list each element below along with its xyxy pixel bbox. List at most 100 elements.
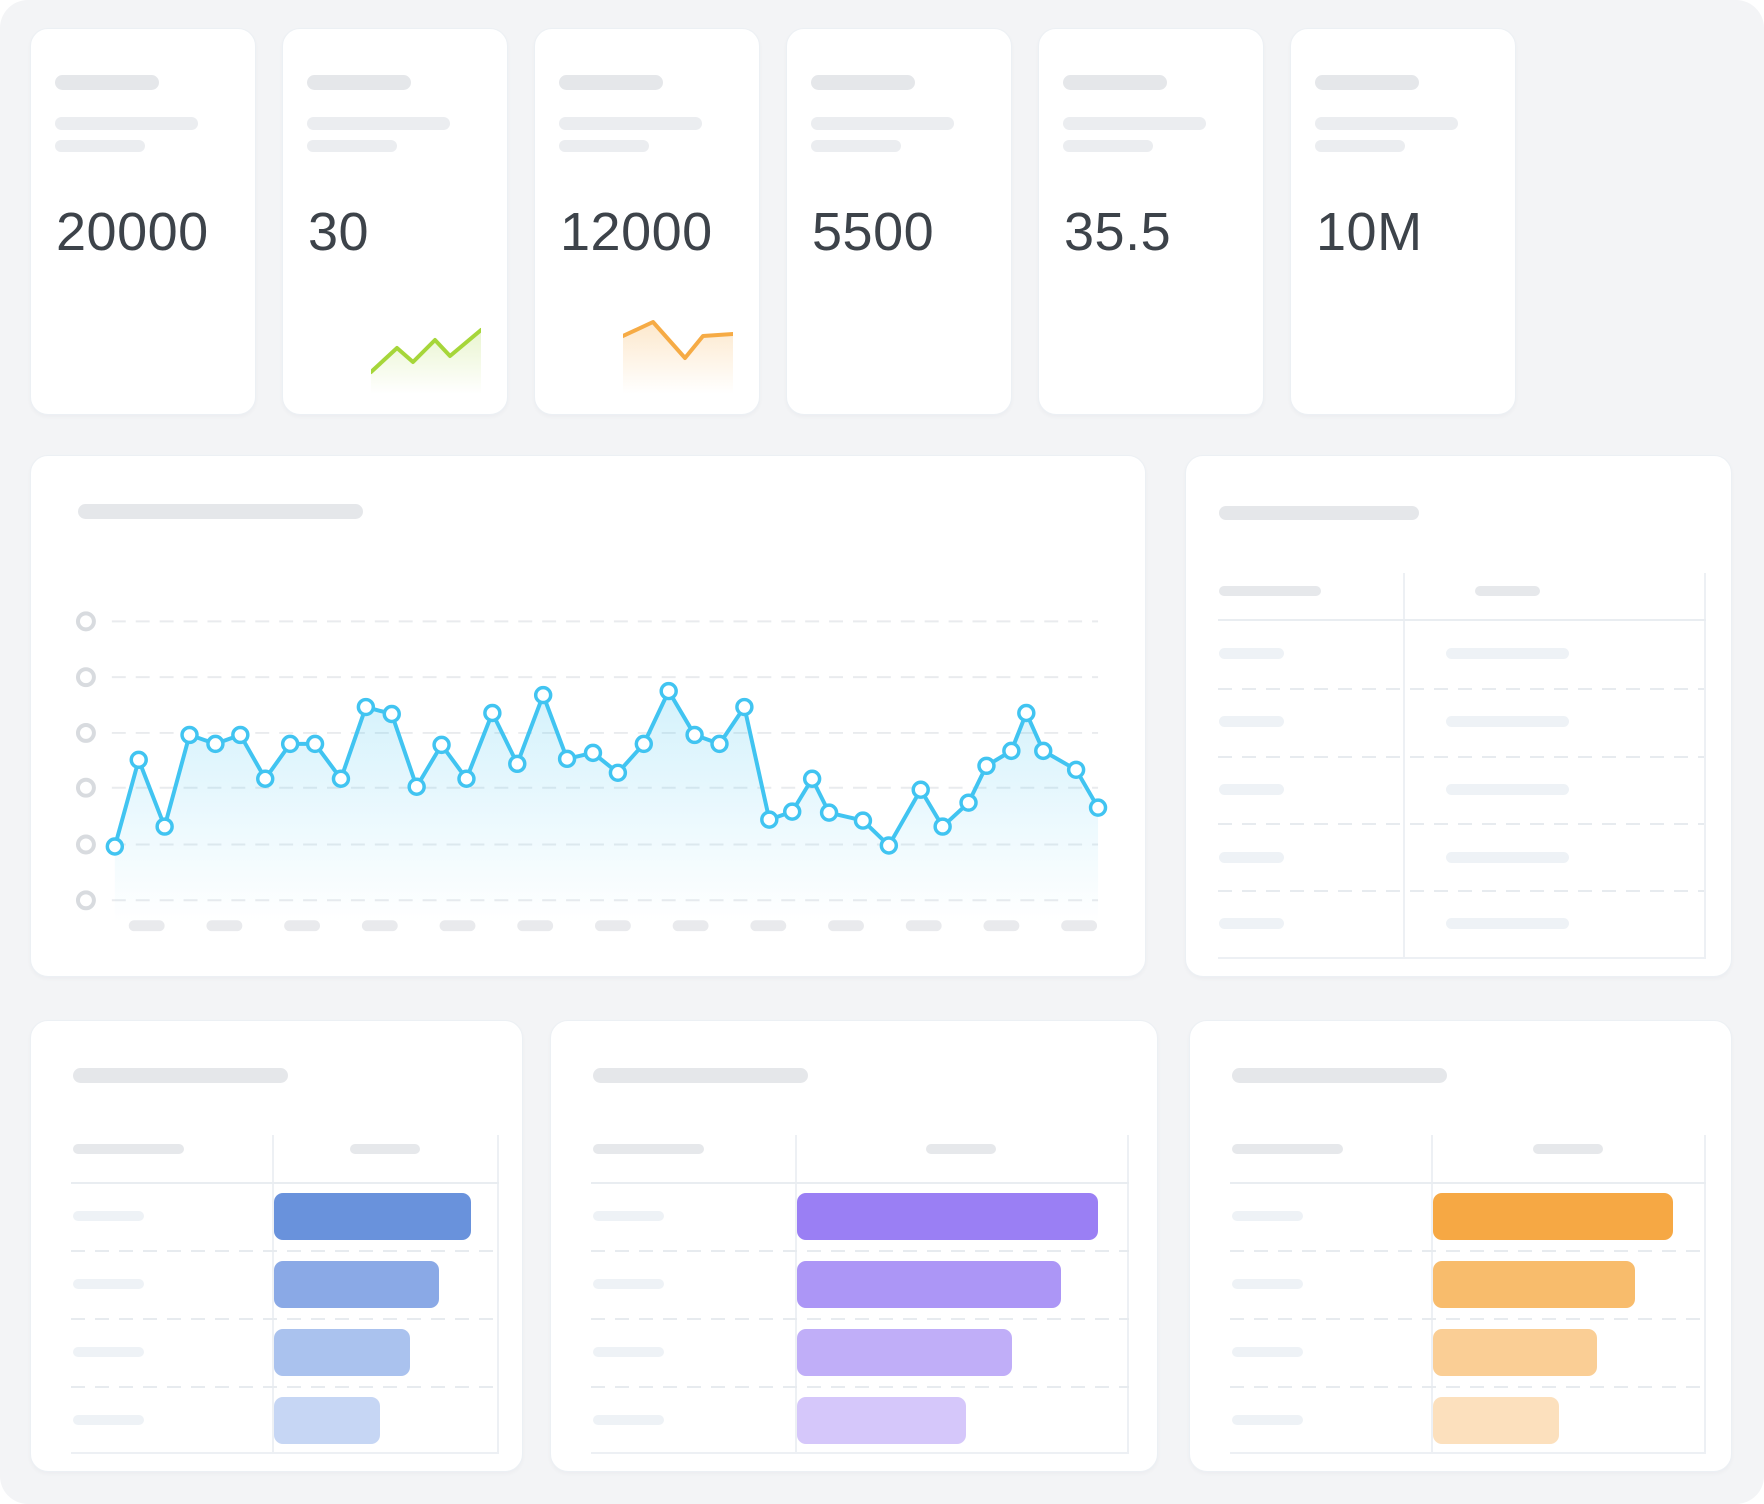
data-point-marker [483, 703, 502, 723]
data-point-marker [1002, 741, 1021, 761]
data-point-marker [557, 749, 577, 769]
table-cell-placeholder [1446, 784, 1569, 795]
bar-chart-card-blue [30, 1020, 523, 1472]
stat-card-3: 12000 [534, 28, 760, 415]
table-cell-placeholder [1219, 648, 1284, 659]
data-point-marker [959, 793, 978, 812]
row-separator [1218, 756, 1704, 758]
placeholder-chart-title [73, 1068, 288, 1083]
data-point-marker [583, 743, 603, 763]
table-cell-placeholder [1446, 918, 1569, 929]
row-label-placeholder [593, 1279, 664, 1289]
row-label-placeholder [1232, 1211, 1303, 1221]
placeholder-subtitle-2 [559, 140, 649, 152]
bar-row-3 [797, 1329, 1012, 1376]
bar-row-4 [1433, 1397, 1559, 1444]
row-separator [71, 1386, 499, 1388]
row-label-placeholder [73, 1415, 144, 1425]
bar-row-2 [1433, 1261, 1635, 1308]
placeholder-column-header-1 [593, 1144, 704, 1154]
bar-row-4 [274, 1397, 380, 1444]
placeholder-title [1063, 75, 1167, 90]
table-card [1185, 455, 1732, 977]
table-bottom-border [1218, 957, 1706, 959]
placeholder-chart-title [593, 1068, 808, 1083]
data-point-marker [710, 734, 729, 754]
stat-card-4: 5500 [786, 28, 1012, 415]
bar-rows [551, 1021, 1157, 1471]
data-point-marker [407, 777, 426, 796]
placeholder-subtitle [55, 117, 198, 130]
bar-chart-card-purple [550, 1020, 1158, 1472]
data-point-marker [659, 681, 678, 701]
placeholder-title [307, 75, 411, 90]
data-point-marker [155, 817, 174, 836]
row-separator [1230, 1318, 1706, 1320]
placeholder-subtitle-2 [55, 140, 145, 152]
x-axis-tick-pill [128, 920, 165, 932]
placeholder-column-header-2 [1532, 1144, 1603, 1154]
data-point-marker [634, 734, 653, 754]
sparkline-line [623, 320, 733, 360]
x-axis-tick-pill [1061, 920, 1098, 932]
placeholder-title [55, 75, 159, 90]
y-axis-tick-ring [75, 667, 96, 688]
placeholder-column-header-2 [349, 1144, 420, 1154]
table-bottom-border [1230, 1452, 1706, 1454]
bar-row-3 [274, 1329, 410, 1376]
row-separator [1230, 1386, 1706, 1388]
placeholder-subtitle-2 [1063, 140, 1153, 152]
row-label-placeholder [1232, 1347, 1303, 1357]
placeholder-column-header-2 [926, 1144, 996, 1154]
y-axis-tick-ring [75, 777, 96, 798]
row-separator [71, 1250, 499, 1252]
bar-row-2 [274, 1261, 439, 1308]
data-point-marker [280, 734, 300, 754]
data-point-marker [760, 810, 779, 829]
data-point-marker [533, 685, 553, 705]
sparkline-area [623, 322, 733, 394]
x-axis-tick-pill [439, 920, 476, 932]
stat-card-6: 10M [1290, 28, 1516, 415]
line-chart [75, 611, 1108, 932]
row-label-placeholder [593, 1415, 664, 1425]
table-header-underline [71, 1182, 499, 1184]
table-column-divider [1431, 1135, 1433, 1452]
stat-card-1: 20000 [30, 28, 256, 415]
x-axis-tick-pill [206, 920, 243, 932]
stat-value: 12000 [560, 202, 713, 262]
bar-row-1 [274, 1193, 471, 1240]
placeholder-subtitle [811, 117, 954, 130]
table-cell-placeholder [1219, 784, 1284, 795]
x-axis-tick-pill [983, 920, 1020, 932]
table-rows [1186, 456, 1731, 976]
bar-row-2 [797, 1261, 1061, 1308]
x-axis-tick-pill [750, 920, 787, 932]
table-bottom-border [71, 1452, 499, 1454]
bar-row-1 [1433, 1193, 1673, 1240]
placeholder-column-header-2 [1475, 586, 1540, 596]
x-axis-tick-pill [905, 920, 942, 932]
placeholder-column-header-1 [1219, 586, 1321, 596]
row-separator [591, 1386, 1129, 1388]
row-separator [1218, 688, 1704, 690]
data-point-marker [977, 756, 996, 776]
table-header-underline [1218, 619, 1706, 621]
stat-value: 20000 [56, 202, 209, 262]
table-column-divider [1403, 573, 1405, 957]
placeholder-subtitle-2 [1315, 140, 1405, 152]
x-axis-tick-pill [361, 920, 398, 932]
table-header-underline [1230, 1182, 1706, 1184]
y-axis-tick-ring [75, 890, 96, 911]
bar-rows [1190, 1021, 1731, 1471]
table-right-border [1127, 1135, 1129, 1452]
table-column-divider [272, 1135, 274, 1452]
table-header-underline [591, 1182, 1129, 1184]
line-chart-area [114, 691, 1099, 923]
placeholder-subtitle [307, 117, 450, 130]
data-point-marker [206, 734, 225, 754]
x-axis-tick-pill [594, 920, 631, 932]
bar-row-1 [797, 1193, 1098, 1240]
placeholder-subtitle [559, 117, 702, 130]
